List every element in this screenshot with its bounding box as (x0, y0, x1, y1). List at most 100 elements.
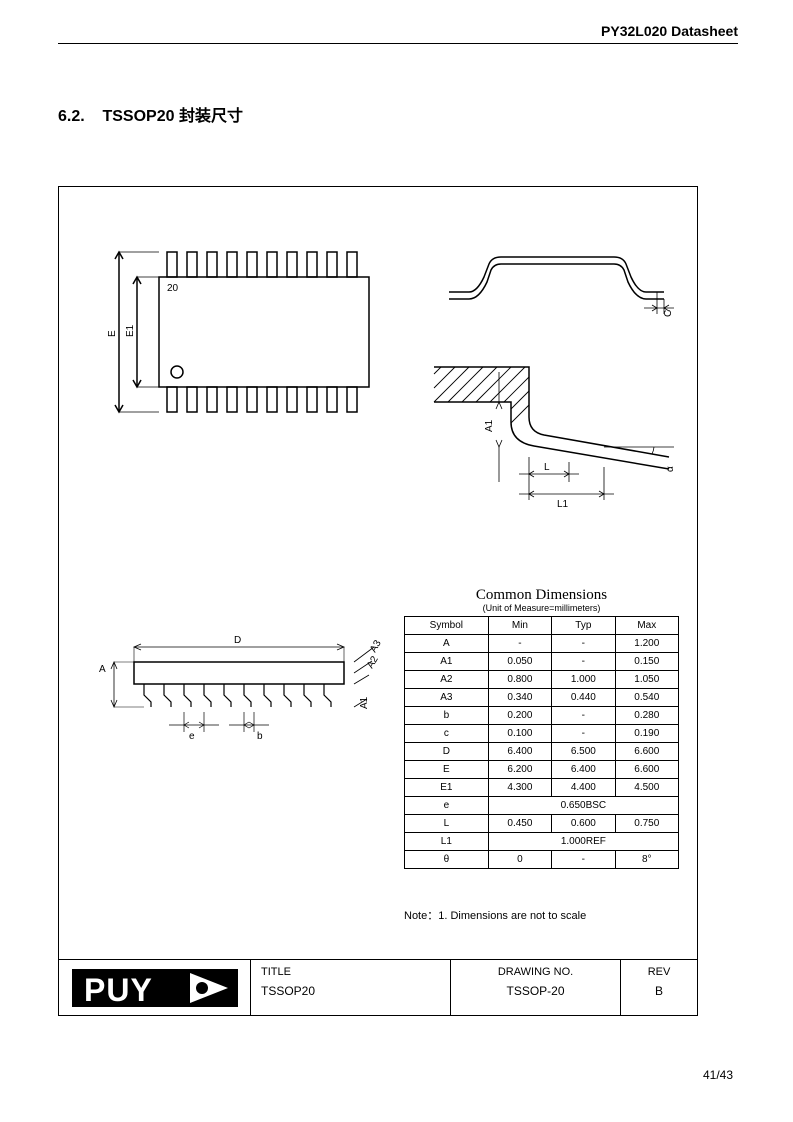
table-cell: L (405, 815, 489, 833)
table-cell: D (405, 743, 489, 761)
dim-label-alpha: α (665, 466, 676, 472)
table-cell: A1 (405, 653, 489, 671)
table-cell: 0.800 (488, 671, 551, 689)
header-rule (58, 43, 738, 44)
table-cell: 0.450 (488, 815, 551, 833)
table-row: c0.100-0.190 (405, 725, 679, 743)
titleblock-rev-value: B (631, 984, 687, 998)
table-cell: c (405, 725, 489, 743)
dimensions-table-wrap: Common Dimensions (Unit of Measure=milli… (404, 587, 679, 869)
table-cell: 0.190 (615, 725, 678, 743)
table-cell: 1.050 (615, 671, 678, 689)
table-cell: 6.500 (552, 743, 615, 761)
table-row: A20.8001.0001.050 (405, 671, 679, 689)
dim-label-a: A (99, 664, 106, 675)
table-cell: 0.050 (488, 653, 551, 671)
titleblock-title-cell: TITLE TSSOP20 (251, 960, 451, 1015)
table-cell: - (552, 707, 615, 725)
table-row: D6.4006.5006.600 (405, 743, 679, 761)
table-cell: 0.540 (615, 689, 678, 707)
table-cell: E1 (405, 779, 489, 797)
table-subtitle: (Unit of Measure=millimeters) (404, 603, 679, 613)
table-row: E6.2006.4006.600 (405, 761, 679, 779)
table-cell: 4.300 (488, 779, 551, 797)
package-top-view-diagram: E E1 20 (99, 237, 389, 427)
table-cell: 0.280 (615, 707, 678, 725)
table-cell: 1.000 (552, 671, 615, 689)
titleblock-drawing-cell: DRAWING NO. TSSOP-20 (451, 960, 621, 1015)
table-cell: 6.600 (615, 743, 678, 761)
page-number: 41/43 (703, 1068, 733, 1082)
dim-label-l1: L1 (557, 499, 569, 510)
section-title: TSSOP20 封装尺寸 (102, 108, 242, 125)
table-cell: 8° (615, 851, 678, 869)
table-row: θ0-8° (405, 851, 679, 869)
table-cell: e (405, 797, 489, 815)
dim-label-e1: E1 (125, 324, 136, 337)
table-row: e0.650BSC (405, 797, 679, 815)
table-header-cell: Typ (552, 617, 615, 635)
dim-label-c: C (663, 310, 674, 317)
table-cell: 0.150 (615, 653, 678, 671)
table-cell: θ (405, 851, 489, 869)
table-cell: 0.100 (488, 725, 551, 743)
table-cell: - (552, 653, 615, 671)
section-heading: 6.2. TSSOP20 封装尺寸 (58, 102, 738, 126)
table-cell: - (488, 635, 551, 653)
table-row: A--1.200 (405, 635, 679, 653)
table-cell: E (405, 761, 489, 779)
page-header: PY32L020 Datasheet (58, 23, 738, 43)
table-cell: 0.200 (488, 707, 551, 725)
table-title: Common Dimensions (404, 587, 679, 604)
table-row: L11.000REF (405, 833, 679, 851)
table-cell: 6.200 (488, 761, 551, 779)
table-cell: 0.600 (552, 815, 615, 833)
lead-detail-diagram: A1 L L1 α (429, 362, 684, 512)
dim-label-a1-detail: A1 (484, 419, 495, 432)
puya-logo-icon: PUY (70, 967, 240, 1009)
doc-title: PY32L020 Datasheet (601, 23, 738, 39)
table-cell: 6.400 (488, 743, 551, 761)
table-row: E14.3004.4004.500 (405, 779, 679, 797)
table-row: L0.4500.6000.750 (405, 815, 679, 833)
table-cell: 4.500 (615, 779, 678, 797)
title-block: PUY TITLE TSSOP20 DRAWING NO. TSSOP-20 R… (59, 959, 697, 1015)
titleblock-rev-label: REV (631, 966, 687, 978)
table-cell: A2 (405, 671, 489, 689)
table-cell: - (552, 725, 615, 743)
table-cell: 1.000REF (488, 833, 678, 851)
dim-label-e-pitch: e (189, 731, 195, 742)
table-cell: 0.340 (488, 689, 551, 707)
table-cell: - (552, 851, 615, 869)
pin-20-label: 20 (167, 283, 179, 294)
table-cell: A (405, 635, 489, 653)
dim-label-a3: A3 (368, 638, 384, 654)
section-number: 6.2. (58, 108, 85, 125)
dim-label-b: b (257, 731, 263, 742)
table-row: b0.200-0.280 (405, 707, 679, 725)
table-cell: 0 (488, 851, 551, 869)
table-cell: b (405, 707, 489, 725)
table-header-cell: Symbol (405, 617, 489, 635)
dim-label-e: E (107, 330, 118, 337)
table-cell: 6.400 (552, 761, 615, 779)
titleblock-drawing-label: DRAWING NO. (461, 966, 610, 978)
table-header-cell: Max (615, 617, 678, 635)
dim-label-a2: A2 (365, 654, 381, 670)
table-cell: 4.400 (552, 779, 615, 797)
table-cell: 0.650BSC (488, 797, 678, 815)
titleblock-title-label: TITLE (261, 966, 440, 978)
table-cell: - (552, 635, 615, 653)
table-cell: 0.750 (615, 815, 678, 833)
lead-side-diagram: C (439, 242, 679, 322)
table-header-cell: Min (488, 617, 551, 635)
table-row: A30.3400.4400.540 (405, 689, 679, 707)
dim-label-a1: A1 (359, 696, 370, 709)
table-cell: 6.600 (615, 761, 678, 779)
table-cell: 0.440 (552, 689, 615, 707)
logo-cell: PUY (59, 960, 251, 1015)
dimensions-table: SymbolMinTypMax A--1.200A10.050-0.150A20… (404, 616, 679, 869)
table-row: A10.050-0.150 (405, 653, 679, 671)
table-cell: L1 (405, 833, 489, 851)
titleblock-title-value: TSSOP20 (261, 984, 440, 998)
